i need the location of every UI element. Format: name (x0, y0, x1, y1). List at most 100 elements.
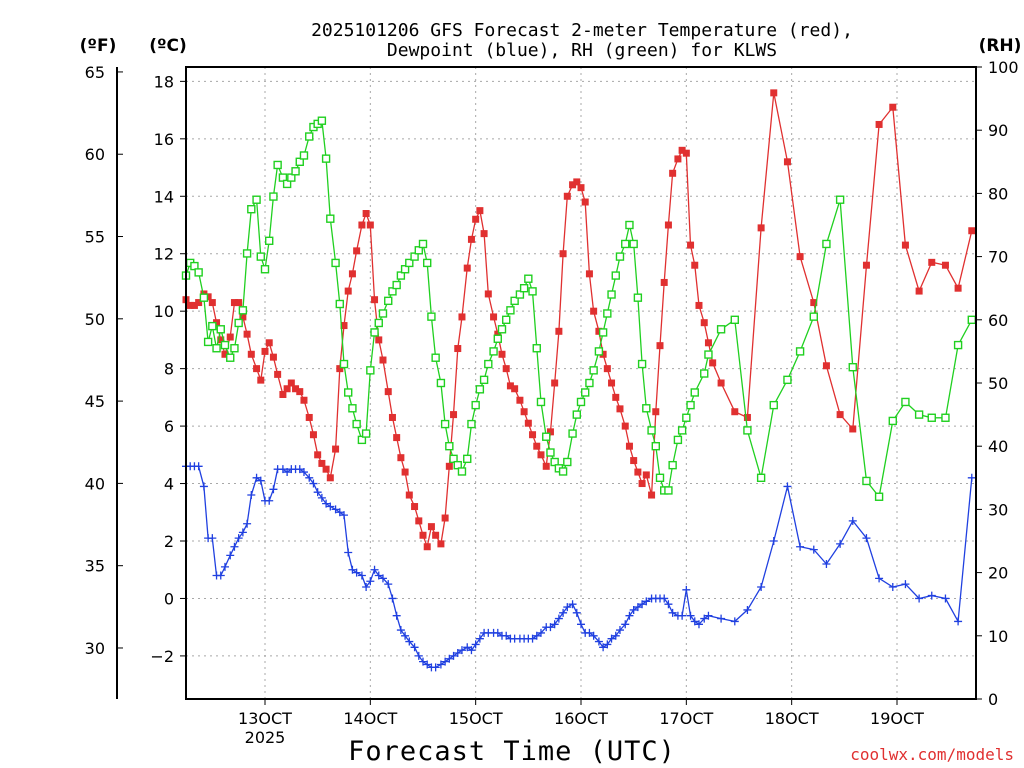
data-point-rh (700, 369, 709, 378)
data-point-rh (502, 315, 511, 324)
axes: −2 0 2 4 6 8 10 12 14 16 18 13OCT 14OCT 15OCT 16OCT 17O… (85, 58, 1019, 747)
data-point-temperature (247, 350, 255, 358)
data-point-dewpoint (629, 605, 638, 614)
data-point-dewpoint (633, 603, 642, 612)
data-point-dewpoint (502, 631, 511, 640)
tick-label-rh: 30 (988, 500, 1008, 519)
data-point-temperature (717, 379, 725, 387)
data-point-temperature (700, 319, 708, 327)
data-point-dewpoint (326, 502, 335, 511)
data-point-dewpoint (550, 620, 559, 629)
data-point-rh (783, 375, 792, 385)
data-point-rh (326, 214, 335, 223)
data-point-rh (423, 258, 432, 268)
data-point-dewpoint (822, 559, 831, 568)
data-point-rh (291, 167, 300, 176)
chart-title-line1: 2025101206 GFS Forecast 2-meter Temperat… (311, 20, 853, 41)
data-point-temperature (261, 347, 269, 355)
data-point-temperature (664, 221, 672, 229)
data-point-temperature (506, 382, 514, 390)
data-point-rh (256, 252, 265, 261)
data-point-rh (572, 410, 581, 419)
data-point-rh (686, 400, 695, 410)
data-point-rh (629, 239, 638, 249)
data-point-temperature (581, 198, 589, 206)
data-point-rh (967, 315, 976, 324)
data-point-dewpoint (220, 562, 229, 571)
data-point-dewpoint (388, 594, 397, 603)
tick-label-x: 18OCT (765, 709, 819, 728)
data-point-rh (273, 160, 282, 170)
data-point-temperature (669, 169, 677, 177)
data-point-dewpoint (283, 468, 292, 477)
data-point-rh (673, 435, 683, 445)
data-point-dewpoint (208, 534, 217, 543)
data-point-temperature (358, 221, 366, 229)
data-point-rh (410, 252, 419, 261)
data-point-dewpoint (348, 565, 357, 574)
data-point-temperature (484, 290, 492, 298)
data-point-dewpoint (678, 611, 687, 620)
data-point-temperature (559, 250, 567, 258)
tick-label-x: 14OCT (343, 709, 397, 728)
data-point-temperature (186, 301, 194, 309)
data-point-temperature (379, 356, 387, 364)
data-point-temperature (577, 184, 585, 192)
data-point-rh (208, 321, 217, 331)
data-point-rh (581, 388, 590, 397)
data-point-rh (431, 353, 440, 362)
tick-label-c: 14 (154, 187, 174, 206)
data-point-rh (515, 290, 525, 299)
data-point-dewpoint (769, 537, 778, 545)
data-point-dewpoint (405, 637, 414, 646)
data-point-rh (265, 236, 274, 246)
data-point-rh (594, 347, 604, 356)
data-point-dewpoint (954, 617, 963, 626)
data-point-dewpoint (757, 582, 766, 591)
data-point-temperature (889, 103, 897, 111)
data-point-dewpoint (638, 600, 647, 609)
data-point-dewpoint (783, 482, 792, 491)
tick-label-c: −2 (150, 647, 174, 666)
data-point-dewpoint (563, 603, 572, 612)
data-point-temperature (283, 385, 291, 393)
data-point-rh (331, 258, 340, 268)
data-point-temperature (511, 385, 519, 393)
data-point-temperature (709, 359, 717, 367)
data-point-rh (212, 344, 221, 353)
data-point-rh (927, 413, 936, 422)
data-point-rh (321, 154, 331, 163)
data-point-rh (524, 274, 533, 283)
data-point-rh (625, 220, 634, 230)
data-point-temperature (195, 299, 203, 307)
data-point-dewpoint (532, 631, 541, 640)
data-point-dewpoint (352, 568, 361, 577)
data-point-rh (756, 473, 766, 482)
data-point-temperature (405, 491, 413, 499)
data-point-rh (370, 328, 379, 337)
data-point-rh (589, 366, 598, 375)
data-point-temperature (520, 408, 528, 416)
data-point-temperature (682, 149, 690, 157)
data-point-dewpoint (366, 577, 375, 586)
data-point-rh (190, 261, 199, 271)
data-point-temperature (968, 227, 976, 235)
data-point-dewpoint (305, 473, 314, 482)
data-point-temperature (656, 342, 664, 350)
data-point-rh (230, 344, 239, 353)
data-point-rh (242, 249, 252, 258)
tick-label-rh: 40 (988, 437, 1008, 456)
data-point-rh (226, 353, 235, 362)
data-point-dewpoint (607, 634, 616, 643)
tick-label-c: 18 (154, 72, 174, 91)
data-point-temperature (204, 293, 212, 301)
data-point-rh (194, 268, 203, 277)
data-point-temperature (300, 396, 308, 404)
data-point-temperature (660, 278, 668, 286)
data-point-dewpoint (216, 571, 225, 580)
data-point-temperature (226, 333, 234, 341)
data-point-temperature (569, 181, 577, 189)
data-point-temperature (348, 270, 356, 278)
data-point-rh (668, 460, 677, 470)
data-point-rh (247, 204, 256, 214)
